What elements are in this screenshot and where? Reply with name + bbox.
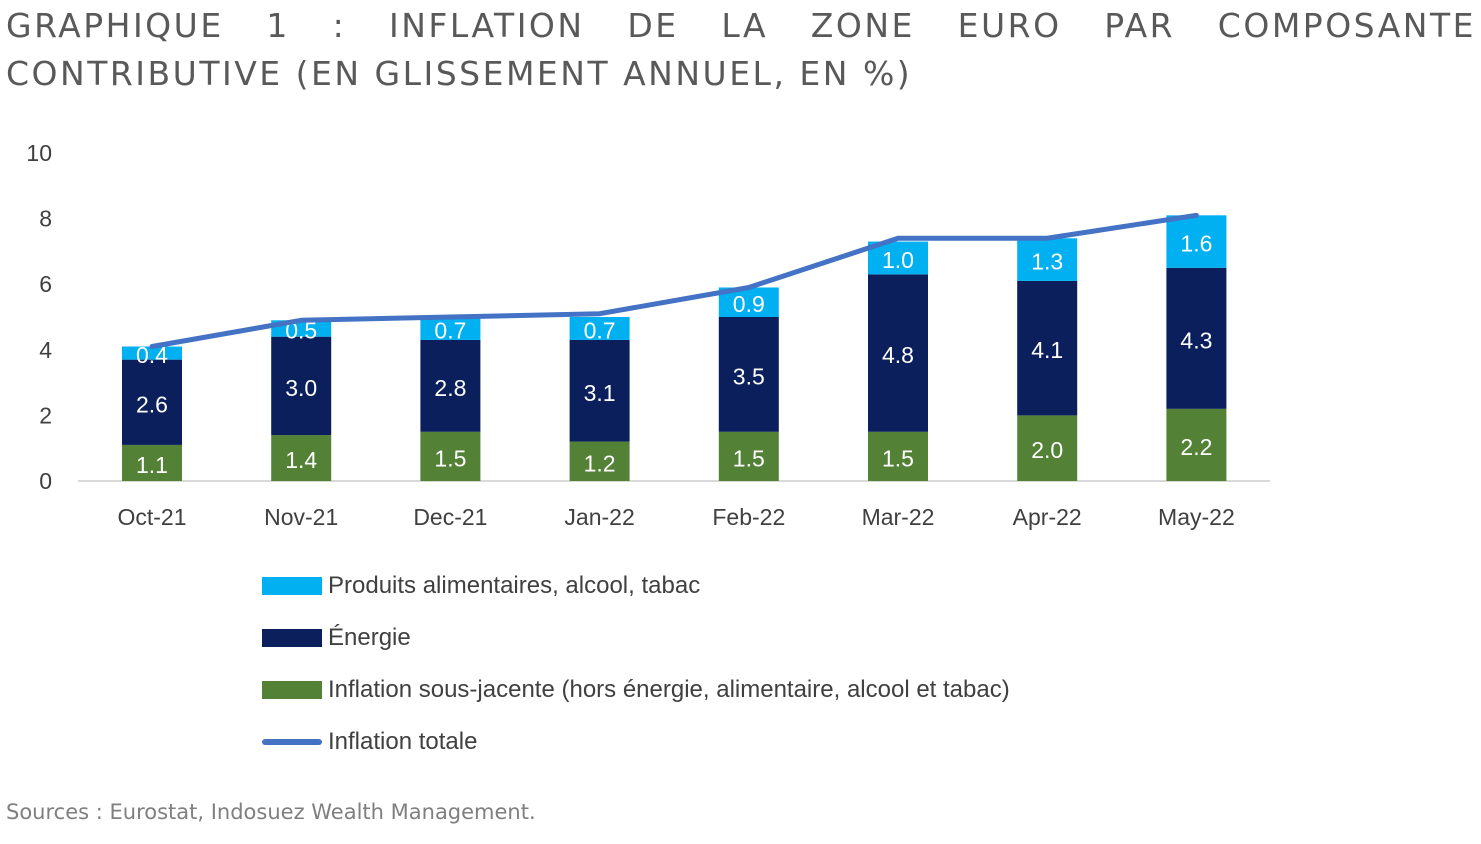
data-label: 4.8 [882, 342, 914, 368]
bar-segment [420, 317, 481, 340]
data-label: 1.5 [733, 445, 765, 471]
bar-segment [569, 441, 630, 481]
data-label: 2.2 [1180, 434, 1212, 460]
bar-segment [569, 317, 630, 340]
bar-segment [1017, 415, 1078, 481]
data-label: 2.8 [434, 375, 466, 401]
chart-title: GRAPHIQUE 1 : INFLATION DE LA ZONE EURO … [6, 6, 1476, 93]
data-label: 1.1 [136, 452, 168, 478]
bar-segment [569, 339, 630, 442]
x-tick-label: Oct-21 [117, 504, 186, 530]
source-note: Sources : Eurostat, Indosuez Wealth Mana… [6, 800, 536, 824]
bars [122, 215, 1227, 481]
bar-segment [1166, 267, 1227, 409]
x-tick-label: Apr-22 [1013, 504, 1082, 530]
bar-segment [420, 431, 481, 481]
x-tick-label: Mar-22 [862, 504, 935, 530]
bar-segment [1166, 215, 1227, 268]
x-tick-label: Feb-22 [712, 504, 785, 530]
legend-item: Énergie [262, 612, 1010, 664]
data-label: 4.3 [1180, 327, 1212, 353]
x-tick-label: Jan-22 [564, 504, 634, 530]
data-label: 1.3 [1031, 249, 1063, 275]
y-tick-label: 2 [39, 402, 52, 428]
legend-item: Inflation totale [262, 716, 1010, 768]
bar-segment [1017, 238, 1078, 281]
legend-item: Produits alimentaires, alcool, tabac [262, 560, 1010, 612]
x-axis-ticks: Oct-21 Nov-21 Dec-21 Jan-22 Feb-22 Mar-22 Apr-… [117, 504, 1234, 530]
legend-label: Produits alimentaires, alcool, tabac [328, 572, 701, 599]
data-label: 0.7 [434, 317, 466, 343]
y-axis-ticks: 0 2 4 6 8 10 [26, 140, 52, 494]
legend-label: Inflation totale [328, 728, 478, 755]
data-label: 2.6 [136, 391, 168, 417]
legend-swatch [262, 739, 322, 745]
data-label: 1.5 [882, 445, 914, 471]
data-label: 3.1 [584, 380, 616, 406]
legend-label: Énergie [328, 624, 411, 651]
x-tick-label: May-22 [1158, 504, 1235, 530]
bar-labels: 1.12.60.41.43.00.51.52.80.71.23.10.71.53… [136, 231, 1212, 478]
data-label: 3.5 [733, 363, 765, 389]
data-label: 3.0 [285, 375, 317, 401]
line-series [149, 212, 1199, 350]
legend-swatch [262, 681, 322, 699]
bar-segment [122, 359, 182, 445]
y-tick-label: 6 [39, 271, 52, 297]
data-label: 4.1 [1031, 337, 1063, 363]
bar-segment [1017, 280, 1078, 416]
x-tick-label: Dec-21 [413, 504, 487, 530]
y-tick-label: 8 [39, 206, 52, 232]
bar-segment [1166, 408, 1227, 481]
x-tick-label: Nov-21 [264, 504, 338, 530]
legend-label: Inflation sous-jacente (hors énergie, al… [328, 676, 1010, 703]
legend-swatch [262, 577, 322, 595]
legend-swatch [262, 629, 322, 647]
data-label: 1.0 [882, 247, 914, 273]
bar-segment [868, 274, 928, 432]
data-label: 1.5 [434, 445, 466, 471]
bar-segment [122, 346, 182, 360]
legend: Produits alimentaires, alcool, tabac Éner… [262, 560, 1010, 768]
y-tick-label: 4 [39, 337, 52, 363]
data-label: 2.0 [1031, 437, 1063, 463]
y-tick-label: 0 [39, 468, 52, 494]
data-label: 1.2 [584, 450, 616, 476]
data-label: 1.4 [285, 447, 317, 473]
legend-item: Inflation sous-jacente (hors énergie, al… [262, 664, 1010, 716]
data-label: 0.9 [733, 291, 765, 317]
bar-segment [868, 431, 928, 481]
bar-segment [718, 317, 779, 432]
bar-segment [271, 336, 332, 436]
bar-segment [271, 435, 332, 481]
data-label: 1.6 [1180, 231, 1212, 257]
data-label: 0.7 [584, 317, 616, 343]
y-tick-label: 10 [26, 140, 52, 166]
bar-segment [718, 431, 779, 481]
bar-segment [420, 339, 481, 432]
bar-segment [122, 444, 182, 481]
total-inflation-line [149, 212, 1199, 350]
